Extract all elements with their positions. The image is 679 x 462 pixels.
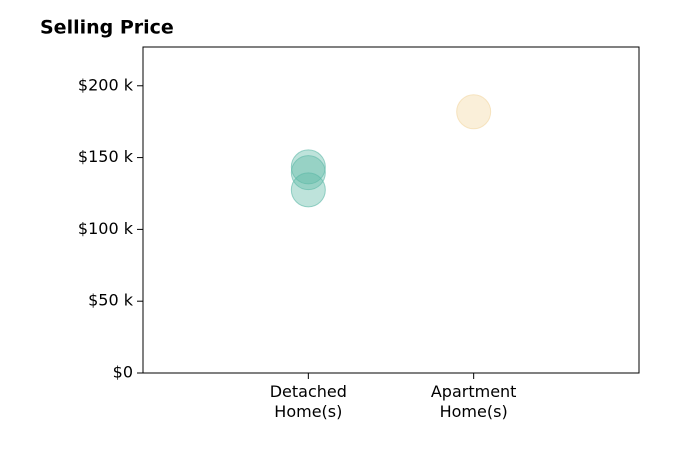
x-tick-label: Apartment Home(s) <box>430 382 517 421</box>
y-tick-label: $150 k <box>78 147 134 166</box>
point <box>290 172 326 208</box>
y-tick-label: $200 k <box>78 75 134 94</box>
plot-frame <box>142 46 640 374</box>
y-tick-label: $0 <box>113 363 133 382</box>
y-tick-label: $100 k <box>78 219 134 238</box>
x-tick-label: Detached Home(s) <box>269 382 347 421</box>
point <box>456 94 492 130</box>
chart-title: Selling Price <box>40 17 174 39</box>
y-tick-label: $50 k <box>88 291 134 310</box>
